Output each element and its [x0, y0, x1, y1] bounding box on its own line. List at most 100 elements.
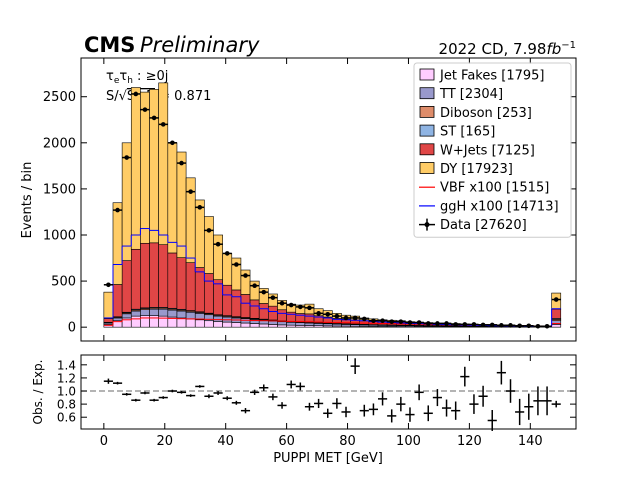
stack-segment: [121, 260, 132, 313]
axes-frame: [80, 354, 577, 430]
stack-segment: [158, 244, 169, 308]
data-point: [361, 316, 367, 322]
stack-segment: [231, 322, 242, 328]
data-point: [133, 91, 139, 97]
stack-segment: [140, 91, 150, 244]
stack-segment: [112, 284, 123, 318]
y-tick-label: 0.8: [57, 398, 76, 412]
stack-segment: [286, 321, 297, 326]
channel-part: τ: [106, 69, 114, 84]
data-point: [170, 140, 175, 146]
stack-segment: [167, 252, 178, 309]
data-point: [279, 300, 285, 306]
data-point: [243, 273, 248, 278]
stack-segment: [277, 309, 287, 322]
data-point: [508, 323, 513, 328]
stack-segment: [295, 322, 306, 326]
x-tick-label: 140: [518, 434, 543, 449]
x-tick-label: 80: [339, 434, 356, 449]
stack-segment: [286, 311, 297, 322]
x-tick-label: 20: [156, 434, 173, 449]
data-point: [325, 311, 331, 317]
legend-swatch: [419, 143, 435, 156]
legend-swatch: [419, 106, 435, 118]
stack-segment: [551, 324, 562, 328]
stack-segment: [322, 323, 333, 327]
legend-swatch: [419, 162, 435, 174]
data-point: [371, 318, 376, 324]
data-point: [215, 241, 221, 247]
stack-segment: [277, 324, 287, 328]
data-point: [425, 321, 431, 326]
stack-segment: [194, 199, 205, 268]
data-point: [380, 318, 385, 324]
legend-swatch: [419, 87, 435, 100]
stack-segment: [176, 151, 187, 258]
data-point: [499, 323, 504, 328]
stack-segment: [176, 310, 187, 319]
legend-label: ggH x100 [14713]: [440, 199, 559, 214]
data-point: [261, 289, 267, 295]
stack-segment: [313, 323, 324, 326]
stack-segment: [249, 299, 260, 319]
stack-segment: [140, 309, 150, 316]
stack-segment: [268, 293, 278, 307]
legend-label: Data [27620]: [440, 218, 527, 233]
channel-part: τ: [119, 69, 127, 84]
stack-segment: [130, 310, 141, 317]
legend-label: W+Jets [7125]: [440, 143, 535, 158]
legend-swatch: [419, 124, 435, 137]
stack-segment: [240, 318, 251, 324]
stack-segment: [194, 319, 205, 328]
axes-frame: [80, 57, 577, 342]
data-point: [453, 322, 458, 327]
stack-segment: [149, 315, 159, 328]
data-point: [298, 304, 303, 310]
stack-segment: [194, 267, 205, 313]
y-tick-label: 1.4: [57, 358, 76, 372]
stack-segment: [268, 320, 278, 325]
y-tick-label: 1.0: [57, 385, 76, 399]
data-point: [489, 322, 495, 328]
y-tick-label: 0: [68, 321, 76, 336]
y-tick-label: 500: [51, 275, 76, 290]
data-point: [270, 295, 276, 300]
stack-segment: [304, 322, 315, 326]
lumi-text: 2022 CD, 7.98: [439, 40, 547, 58]
stack-segment: [167, 309, 178, 318]
stack-segment: [176, 317, 187, 328]
stack-segment: [185, 262, 196, 311]
data-point: [197, 205, 203, 210]
stack-segment: [268, 305, 278, 321]
channel-part: : ≥0j: [133, 69, 168, 84]
data-point: [553, 297, 559, 302]
stack-segment: [130, 87, 141, 250]
legend-label: ST [165]: [440, 125, 495, 140]
stack-segment: [204, 320, 214, 328]
y-tick-label: 1500: [43, 182, 76, 197]
legend-label: TT [2304]: [439, 87, 503, 102]
x-tick-label: 100: [396, 434, 421, 449]
stack-segment: [158, 82, 169, 245]
y-tick-label: 0.6: [57, 411, 76, 425]
lumi-exp: −1: [561, 40, 576, 51]
stack-segment: [112, 202, 123, 285]
x-axis-label: PUPPI MET [GeV]: [273, 451, 383, 466]
stack-segment: [222, 253, 233, 286]
stack-segment: [240, 322, 251, 328]
stack-segment: [112, 317, 123, 322]
data-point: [462, 322, 468, 327]
stack-segment: [103, 318, 114, 323]
data-point: [480, 322, 486, 328]
chart-title: CMS: [84, 33, 135, 57]
channel-sub: e: [114, 76, 120, 86]
y-tick-label: 2500: [43, 90, 76, 105]
data-point: [398, 319, 404, 324]
stack-segment: [149, 242, 159, 308]
x-tick-label: 120: [457, 434, 482, 449]
data-point: [179, 160, 184, 166]
chart-subtitle: Preliminary: [140, 33, 260, 57]
data-point: [435, 321, 440, 326]
